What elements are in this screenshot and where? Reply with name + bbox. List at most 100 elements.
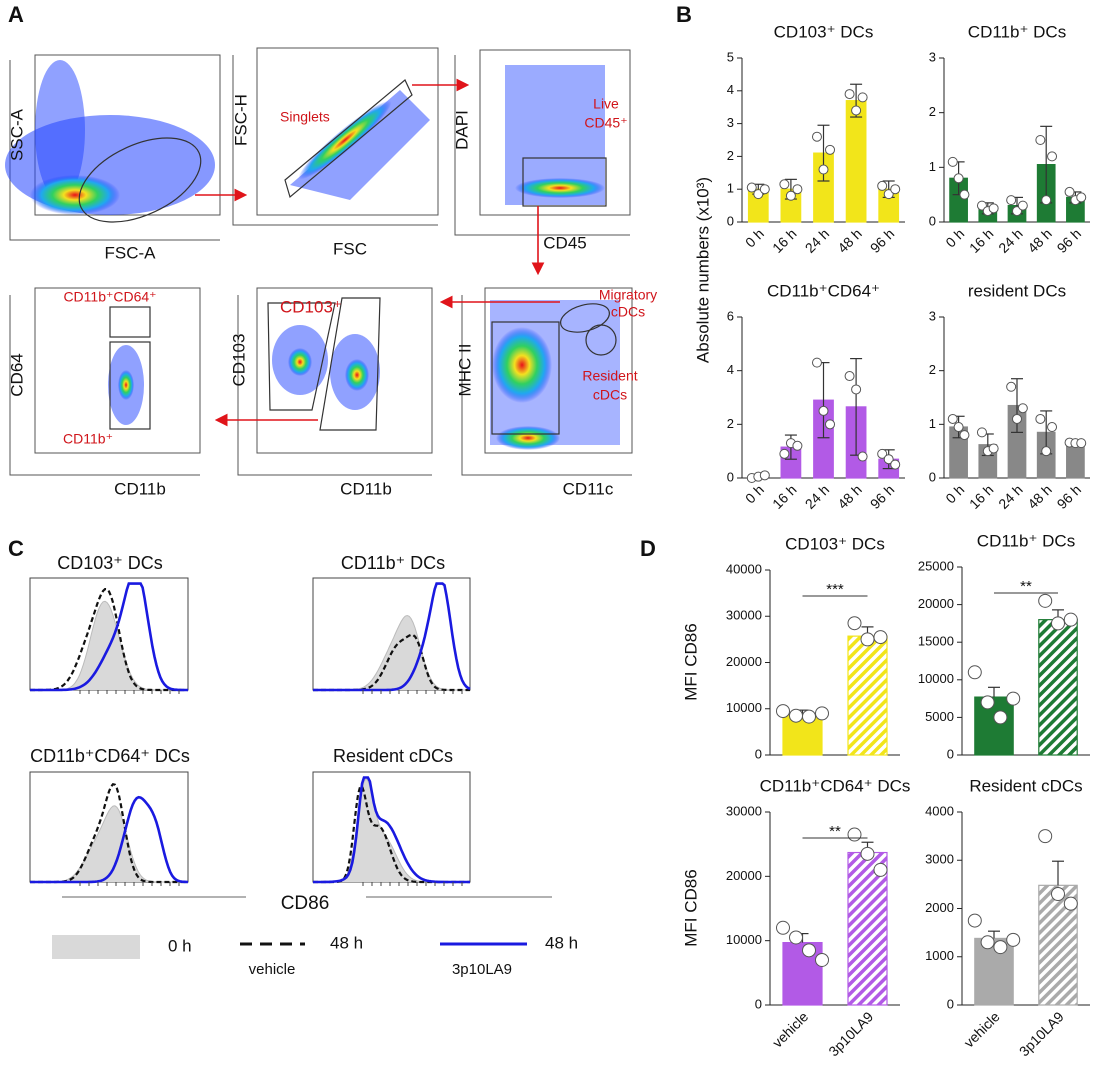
chart-title: CD11b⁺ DCs — [968, 22, 1066, 41]
data-point — [873, 630, 888, 645]
significance-label: ** — [829, 823, 841, 840]
y-tick-label: 30000 — [726, 608, 762, 623]
x-tick-label: 16 h — [966, 225, 997, 256]
gating-plot: Singlets FSC-H FSC — [231, 47, 439, 258]
density — [492, 327, 552, 403]
data-point — [1047, 151, 1058, 162]
y-tick-label: 1000 — [925, 948, 954, 963]
y-tick-label: 2 — [727, 416, 734, 431]
data-point — [959, 430, 970, 441]
data-point — [1012, 413, 1022, 424]
data-point — [953, 422, 964, 433]
density — [496, 426, 560, 450]
density — [288, 348, 312, 376]
y-tick-label: 4000 — [925, 803, 954, 818]
histogram-curve — [313, 582, 471, 692]
bar — [782, 941, 823, 1006]
panel-letter: A — [8, 2, 24, 27]
data-point — [976, 427, 987, 438]
data-point — [1006, 932, 1021, 947]
y-axis-label: Absolute numbers (x10³) — [693, 177, 712, 363]
data-point — [873, 862, 888, 877]
data-point — [1063, 612, 1078, 627]
data-point — [993, 940, 1008, 955]
density — [515, 178, 605, 198]
data-point — [802, 943, 816, 958]
y-axis-label: CD64 — [7, 353, 26, 396]
gate-label: CD11b⁺ — [63, 431, 113, 447]
x-axis-label: CD11b — [340, 479, 392, 498]
data-point — [1076, 438, 1087, 449]
x-tick-label: 96 h — [867, 225, 898, 256]
data-point — [779, 179, 790, 190]
x-tick-label: 24 h — [802, 225, 833, 256]
data-point — [815, 706, 829, 721]
y-tick-label: 30000 — [726, 803, 762, 818]
bar — [974, 696, 1014, 756]
bar — [1038, 619, 1078, 756]
chart-title: CD11b⁺CD64⁺ DCs — [760, 776, 911, 795]
data-point — [792, 184, 803, 195]
x-tick-label: 96 h — [1054, 225, 1085, 256]
data-point — [776, 704, 790, 719]
data-point — [993, 710, 1008, 725]
significance-label: ** — [1020, 578, 1032, 595]
y-axis-label: SSC-A — [7, 108, 26, 161]
data-point — [825, 419, 836, 430]
significance-label: *** — [826, 581, 844, 598]
x-tick-label: 24 h — [995, 481, 1026, 512]
data-point — [959, 189, 970, 200]
y-tick-label: 1 — [929, 159, 936, 174]
y-tick-label: 10000 — [726, 700, 762, 715]
gating-plot: CD103⁺ CD103 CD11b — [229, 287, 433, 498]
data-point — [1064, 186, 1075, 197]
data-point — [890, 184, 901, 195]
data-point — [818, 164, 829, 175]
gate — [319, 297, 381, 431]
data-point — [883, 189, 894, 200]
gate — [522, 157, 607, 207]
x-tick-label: 16 h — [769, 481, 800, 512]
y-tick-label: 2 — [929, 362, 936, 377]
axis — [454, 55, 630, 236]
data-point — [1017, 200, 1028, 211]
histogram-title: CD11b⁺ DCs — [341, 553, 445, 573]
data-point — [860, 846, 875, 861]
y-tick-label: 15000 — [918, 634, 954, 649]
data-point — [1006, 691, 1021, 706]
bar — [782, 713, 823, 756]
gating-plot: CD11b⁺CD64⁺ CD11b⁺ CD64 CD11b — [7, 287, 201, 498]
gate — [560, 303, 610, 333]
legend-label: 48 h — [330, 933, 363, 952]
y-tick-label: 3000 — [925, 852, 954, 867]
data-point — [851, 384, 862, 395]
y-axis-label: MHC II — [455, 344, 474, 397]
y-tick-label: 6 — [727, 308, 734, 323]
y-tick-label: 2 — [727, 148, 734, 163]
y-tick-label: 20000 — [726, 654, 762, 669]
data-point — [1006, 381, 1017, 392]
plot-frame — [256, 47, 439, 216]
chart-title: CD103⁺ DCs — [774, 22, 874, 41]
y-tick-label: 2 — [929, 104, 936, 119]
density — [290, 90, 430, 200]
gate-label: Resident — [582, 368, 637, 384]
y-tick-label: 0 — [947, 996, 954, 1011]
y-tick-label: 40000 — [726, 561, 762, 576]
y-axis-label: DAPI — [452, 110, 471, 150]
data-point — [1038, 829, 1053, 844]
x-tick-label: 16 h — [769, 225, 800, 256]
y-tick-label: 10000 — [918, 671, 954, 686]
data-point — [851, 105, 862, 116]
y-tick-label: 5 — [727, 49, 734, 64]
legend-label: 0 h — [168, 936, 192, 955]
chart-title: CD11b⁺ DCs — [977, 531, 1075, 550]
data-point — [818, 405, 829, 416]
bar — [1066, 442, 1085, 479]
data-point — [980, 695, 995, 710]
x-axis-label: CD11b — [114, 479, 166, 498]
axis — [232, 55, 438, 226]
histogram-curve — [30, 795, 189, 884]
data-point — [1035, 413, 1046, 424]
data-point — [883, 454, 894, 465]
